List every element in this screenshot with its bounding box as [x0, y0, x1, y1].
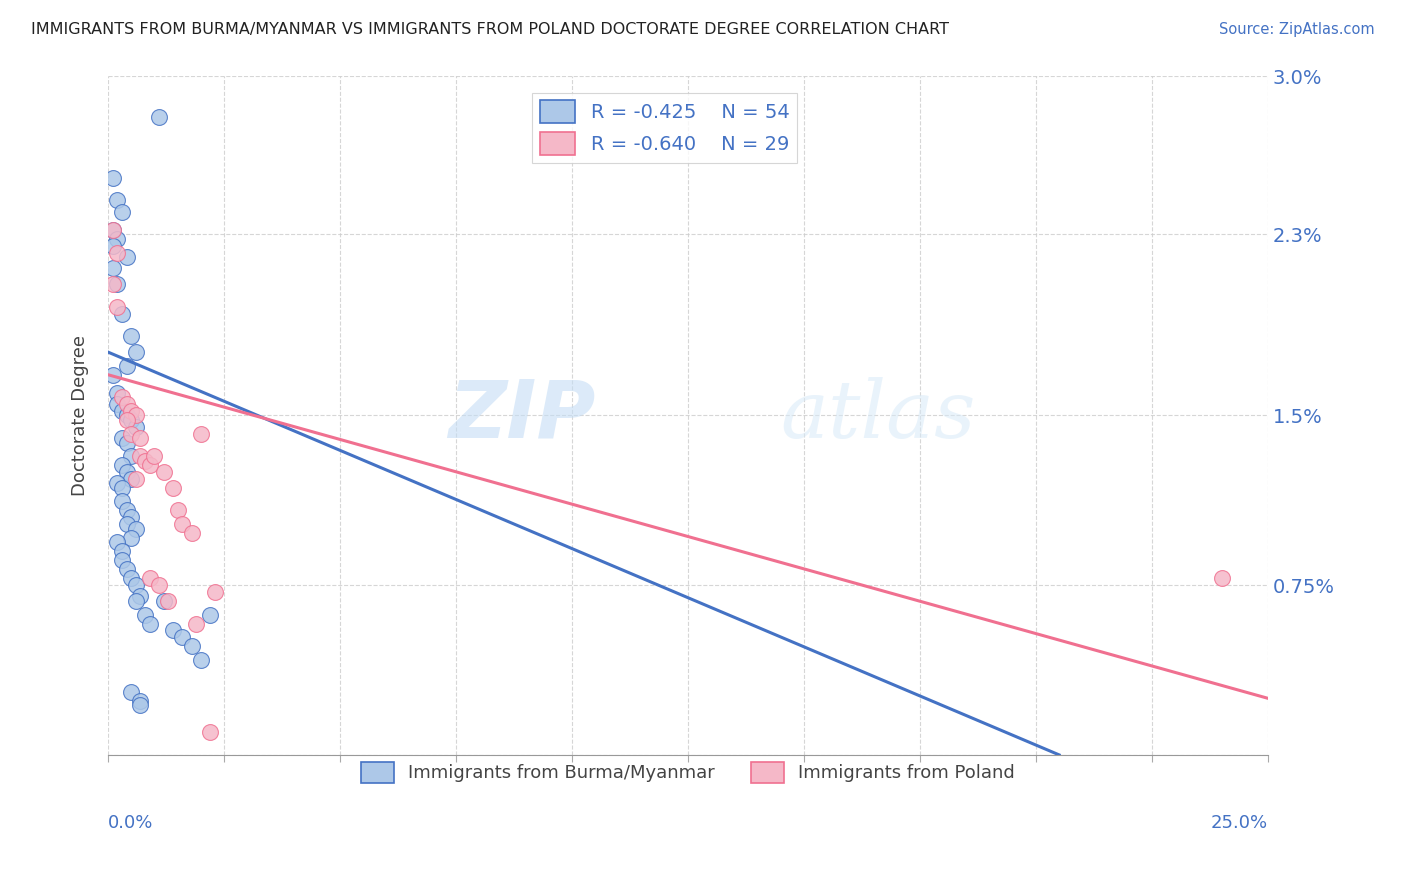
- Point: [125, 419, 148, 434]
- Point: [198, 725, 221, 739]
- Point: [157, 594, 180, 608]
- Point: [139, 458, 162, 473]
- Legend: Immigrants from Burma/Myanmar, Immigrants from Poland: Immigrants from Burma/Myanmar, Immigrant…: [354, 755, 1022, 790]
- Point: [129, 431, 152, 445]
- Text: Source: ZipAtlas.com: Source: ZipAtlas.com: [1219, 22, 1375, 37]
- Point: [129, 698, 152, 712]
- Point: [190, 653, 212, 667]
- Point: [111, 307, 134, 321]
- Point: [125, 578, 148, 592]
- Point: [180, 640, 202, 654]
- Point: [115, 409, 138, 423]
- Text: 25.0%: 25.0%: [1211, 814, 1268, 831]
- Point: [125, 409, 148, 423]
- Point: [115, 359, 138, 373]
- Text: IMMIGRANTS FROM BURMA/MYANMAR VS IMMIGRANTS FROM POLAND DOCTORATE DEGREE CORRELA: IMMIGRANTS FROM BURMA/MYANMAR VS IMMIGRA…: [31, 22, 949, 37]
- Point: [120, 449, 142, 463]
- Point: [115, 250, 138, 264]
- Point: [172, 517, 194, 532]
- Point: [105, 385, 128, 400]
- Text: 0.0%: 0.0%: [108, 814, 153, 831]
- Y-axis label: Doctorate Degree: Doctorate Degree: [72, 335, 89, 496]
- Point: [134, 607, 156, 622]
- Point: [139, 571, 162, 585]
- Point: [125, 522, 148, 536]
- Point: [115, 517, 138, 532]
- Point: [129, 590, 152, 604]
- Point: [101, 261, 124, 276]
- Point: [111, 390, 134, 404]
- Point: [115, 397, 138, 411]
- Point: [111, 544, 134, 558]
- Point: [152, 465, 174, 479]
- Point: [162, 481, 184, 495]
- Point: [101, 170, 124, 185]
- Point: [101, 223, 124, 237]
- Point: [172, 630, 194, 644]
- Point: [120, 571, 142, 585]
- Point: [120, 404, 142, 418]
- Text: atlas: atlas: [780, 376, 976, 454]
- Point: [129, 693, 152, 707]
- Point: [120, 510, 142, 524]
- Point: [105, 194, 128, 208]
- Point: [152, 594, 174, 608]
- Point: [101, 368, 124, 382]
- Point: [198, 607, 221, 622]
- Point: [111, 431, 134, 445]
- Point: [134, 453, 156, 467]
- Point: [125, 594, 148, 608]
- Point: [129, 449, 152, 463]
- Point: [120, 472, 142, 486]
- Point: [120, 329, 142, 343]
- Point: [101, 238, 124, 252]
- Point: [125, 472, 148, 486]
- Point: [115, 413, 138, 427]
- Point: [120, 413, 142, 427]
- Point: [115, 562, 138, 576]
- Point: [115, 435, 138, 450]
- Text: ZIP: ZIP: [447, 376, 595, 454]
- Point: [204, 585, 226, 599]
- Point: [111, 204, 134, 219]
- Point: [139, 616, 162, 631]
- Point: [186, 616, 208, 631]
- Point: [162, 624, 184, 638]
- Point: [111, 553, 134, 567]
- Point: [111, 458, 134, 473]
- Point: [105, 535, 128, 549]
- Point: [143, 449, 166, 463]
- Point: [105, 476, 128, 491]
- Point: [105, 277, 128, 292]
- Point: [111, 494, 134, 508]
- Point: [111, 481, 134, 495]
- Point: [115, 503, 138, 517]
- Point: [105, 232, 128, 246]
- Point: [148, 110, 170, 124]
- Point: [101, 277, 124, 292]
- Point: [120, 684, 142, 698]
- Point: [148, 578, 170, 592]
- Point: [105, 245, 128, 260]
- Point: [125, 345, 148, 359]
- Point: [190, 426, 212, 441]
- Point: [120, 426, 142, 441]
- Point: [180, 526, 202, 541]
- Point: [115, 465, 138, 479]
- Point: [111, 404, 134, 418]
- Point: [101, 223, 124, 237]
- Point: [105, 397, 128, 411]
- Point: [120, 531, 142, 545]
- Point: [1211, 571, 1233, 585]
- Point: [105, 300, 128, 314]
- Point: [166, 503, 188, 517]
